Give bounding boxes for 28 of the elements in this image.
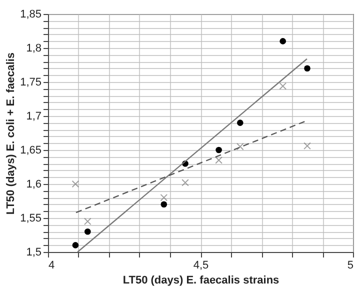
point	[279, 82, 287, 90]
y-tick-label: 1,8	[26, 42, 42, 54]
point	[304, 65, 310, 72]
point	[236, 120, 244, 126]
x-tick-label: 5	[347, 260, 354, 272]
y-axis-title: LT50 (days) E. coli + E. faecalis	[5, 52, 18, 215]
point	[160, 201, 168, 208]
point	[84, 218, 92, 226]
point	[304, 142, 311, 150]
point	[236, 142, 244, 150]
y-tick-label: 1,65	[20, 144, 42, 156]
y-tick-label: 1,75	[20, 76, 42, 88]
y-tick-label: 1,6	[26, 178, 42, 190]
point	[216, 146, 222, 154]
x-tick-label: 4	[48, 260, 55, 272]
point	[215, 156, 222, 164]
point	[72, 242, 79, 248]
y-tick-label: 1,5	[26, 246, 42, 258]
point	[84, 228, 91, 235]
x-axis-title: LT50 (days) E. faecalis strains	[122, 274, 280, 286]
point	[280, 38, 286, 44]
point	[160, 194, 168, 202]
y-tick-label: 1,7	[26, 110, 42, 122]
y-tick-label: 1,55	[20, 212, 42, 224]
y-tick-label: 1,85	[20, 8, 42, 20]
x-tick-label: 4,5	[193, 260, 209, 272]
point	[72, 180, 80, 188]
point	[182, 178, 189, 186]
